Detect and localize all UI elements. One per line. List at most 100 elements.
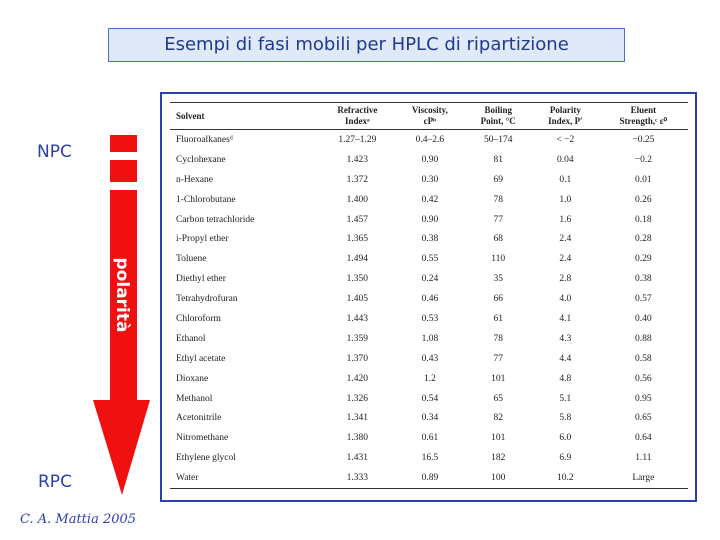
table-cell: 10.2 (532, 468, 599, 490)
arrow-text: polarità (112, 257, 132, 333)
table-cell: Large (598, 468, 688, 490)
header-line: Strength,ᶜ ε⁰ (619, 116, 668, 126)
table-cell: 1.341 (346, 413, 369, 424)
table-cell: 1.431 (346, 453, 369, 464)
table-row: Water 1.333 0.89 100 10.2 Large (170, 468, 688, 490)
table-row: Chloroform 1.443 0.53 61 4.1 0.40 (170, 309, 688, 329)
column-header: Boiling Point, °C (464, 102, 533, 130)
header-line: Eluent (630, 105, 657, 115)
table-cell: 1.380 (346, 433, 369, 444)
table-cell: 77 (493, 214, 503, 225)
table-row: Tetrahydrofuran 1.405 0.46 66 4.0 0.57 (170, 289, 688, 309)
table-cell: Toluene (176, 254, 207, 265)
table-row: Diethyl ether 1.350 0.24 35 2.8 0.38 (170, 269, 688, 289)
table-cell: 0.46 (421, 294, 439, 305)
table-cell: 6.9 (559, 453, 572, 464)
table-cell: 101 (491, 433, 506, 444)
header-line: Indexᵃ (345, 116, 370, 126)
header-line: Point, °C (480, 116, 516, 126)
table-cell: 5.8 (559, 413, 572, 424)
table-cell: 0.88 (635, 333, 652, 344)
table-cell: 0.95 (635, 393, 652, 404)
table-row: Dioxane 1.420 1.2 101 4.8 0.56 (170, 369, 688, 389)
header-line: cPᵇ (423, 116, 437, 126)
table-cell: Ethylene glycol (176, 453, 236, 464)
arrow-block (110, 135, 137, 152)
table-row: Methanol 1.326 0.54 65 5.1 0.95 (170, 389, 688, 409)
table-cell: 0.57 (635, 294, 652, 305)
table-row: Toluene 1.494 0.55 110 2.4 0.29 (170, 249, 688, 269)
column-header: Solvent (170, 102, 320, 130)
table-cell: 0.42 (421, 194, 439, 205)
table-cell: 2.8 (559, 274, 572, 285)
table-cell: 0.29 (635, 254, 652, 265)
table-cell: 69 (493, 174, 503, 185)
table-cell: 101 (491, 373, 506, 384)
table-cell: 5.1 (559, 393, 572, 404)
table-cell: 4.8 (559, 373, 572, 384)
table-cell: 66 (493, 294, 503, 305)
table-row: Carbon tetrachloride 1.457 0.90 77 1.6 0.18 (170, 210, 688, 230)
header-line: Index, P′ (548, 116, 583, 126)
table-cell: 1.365 (346, 234, 369, 245)
table-cell: 1.359 (346, 333, 369, 344)
table-cell: Ethanol (176, 333, 206, 344)
credit: C. A. Mattia 2005 (20, 512, 137, 527)
table-cell: Chloroform (176, 313, 221, 324)
table-cell: Tetrahydrofuran (176, 294, 238, 305)
table-cell: 1.2 (423, 373, 436, 384)
table-frame: Solvent Refractive Indexᵃ Viscosity, cPᵇ Boil… (160, 92, 697, 502)
rpc-label: RPC (38, 472, 72, 492)
table-cell: 50–174 (483, 134, 513, 145)
table-row: Ethylene glycol 1.431 16.5 182 6.9 1.11 (170, 448, 688, 468)
table-cell: 1.443 (346, 313, 369, 324)
column-header: Viscosity, cPᵇ (395, 102, 465, 130)
table-cell: 1.333 (319, 468, 396, 490)
header-line: Solvent (176, 110, 205, 121)
table-cell: 182 (491, 453, 506, 464)
table-cell: 6.0 (559, 433, 572, 444)
table-cell: 1.423 (346, 154, 369, 165)
table-cell: 0.28 (635, 234, 652, 245)
table-cell: 1.08 (421, 333, 439, 344)
table-cell: 0.18 (635, 214, 652, 225)
table-cell: 100 (464, 468, 533, 490)
table-cell: 4.4 (559, 353, 572, 364)
table-cell: 1.405 (346, 294, 369, 305)
table-cell: 1.0 (559, 194, 572, 205)
table-cell: 2.4 (559, 234, 572, 245)
table-cell: 1.372 (346, 174, 369, 185)
table-row: Fluoroalkanesᵈ 1.27–1.29 0.4–2.6 50–174 < −2… (170, 130, 688, 150)
table-cell: 0.38 (635, 274, 652, 285)
table-cell: 0.24 (421, 274, 439, 285)
table-cell: 1.326 (346, 393, 369, 404)
table-cell: 78 (493, 194, 503, 205)
table-cell: 81 (493, 154, 503, 165)
table-cell: 0.1 (559, 174, 572, 185)
arrow-body (93, 190, 150, 495)
header-line: Polarity (549, 105, 581, 115)
table-cell: 4.3 (559, 333, 572, 344)
header-line: Refractive (337, 105, 378, 115)
table-cell: Water (170, 468, 320, 490)
polarity-arrow (93, 135, 150, 495)
column-header: Eluent Strength,ᶜ ε⁰ (598, 102, 688, 130)
header-row: Solvent Refractive Indexᵃ Viscosity, cPᵇ Boil… (170, 102, 688, 130)
table-cell: 0.26 (635, 194, 652, 205)
table-cell: 1-Chlorobutane (176, 194, 236, 205)
table-row: n-Hexane 1.372 0.30 69 0.1 0.01 (170, 170, 688, 190)
table-cell: 0.34 (421, 413, 439, 424)
table-cell: 0.55 (421, 254, 439, 265)
table-cell: Cyclohexane (176, 154, 226, 165)
table-cell: 0.04 (557, 154, 574, 165)
table-cell: i-Propyl ether (176, 234, 229, 245)
table-cell: 0.43 (421, 353, 439, 364)
table-cell: Dioxane (176, 373, 209, 384)
table-cell: 110 (491, 254, 506, 265)
table-cell: −0.25 (632, 134, 655, 145)
table-cell: 16.5 (421, 453, 439, 464)
table-row: Ethyl acetate 1.370 0.43 77 4.4 0.58 (170, 349, 688, 369)
table-row: 1-Chlorobutane 1.400 0.42 78 1.0 0.26 (170, 190, 688, 210)
solvent-table: Solvent Refractive Indexᵃ Viscosity, cPᵇ Boil… (170, 102, 688, 490)
table-cell: 0.89 (395, 468, 465, 490)
